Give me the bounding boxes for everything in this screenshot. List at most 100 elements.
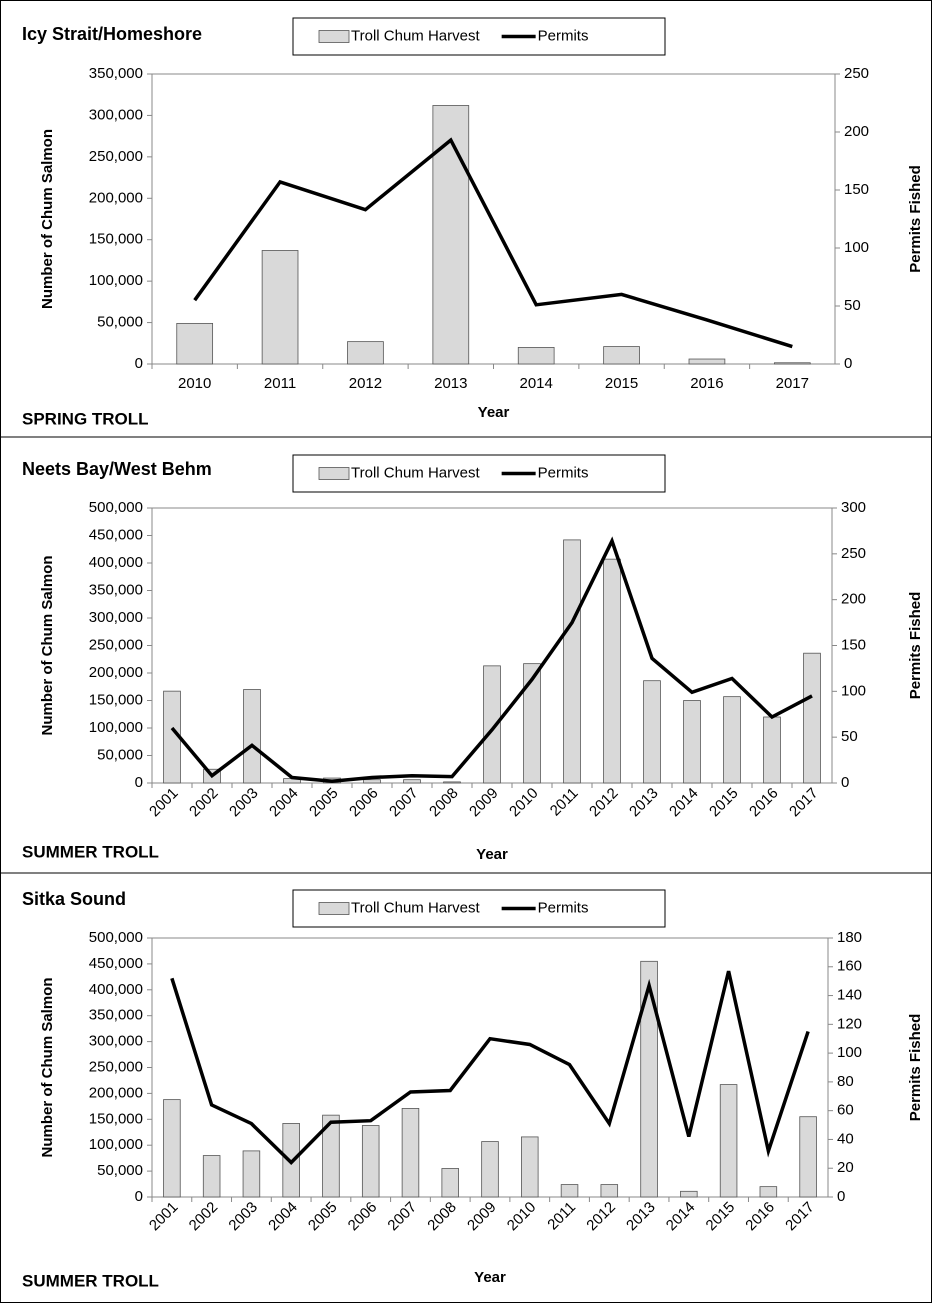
x-tick-label: 2014 [666,785,702,821]
bar [603,346,640,365]
footer-label: SPRING TROLL [22,409,149,428]
x-tick-label: 2011 [544,1199,579,1234]
x-tick-label: 2014 [520,375,553,392]
y2-tick-label: 250 [841,545,866,562]
y2-tick-label: 250 [844,65,869,82]
legend-box [292,17,666,56]
y2-tick-label: 200 [841,591,866,608]
legend-box [292,889,666,928]
y-tick-label: 350,000 [89,581,143,598]
x-tick-label: 2013 [623,1199,659,1235]
x-tick-label: 2002 [186,1199,222,1235]
bar [799,1116,817,1198]
chart-panel: Icy Strait/Homeshore SPRING TROLL 0 50,000 1… [22,17,924,428]
line-series [193,137,793,349]
y2-tick-label: 50 [841,728,858,745]
y2-tick-label: 120 [837,1015,862,1032]
y-tick-label: 50,000 [97,1162,143,1179]
y2-axis-title: Permits Fished [907,1014,924,1122]
y2-tick-label: 0 [837,1188,845,1205]
bar [763,716,781,784]
y-tick-label: 150,000 [89,1110,143,1127]
bar [521,1136,539,1198]
chart-panel: Sitka Sound SUMMER TROLL 0 50,000 100,000 150… [22,889,924,1291]
x-axis-title: Year [474,1269,506,1286]
x-tick-label: 2013 [434,375,467,392]
bar [600,1184,619,1198]
x-tick-label: 2010 [506,785,542,821]
legend-label: Troll Chum Harvest [351,464,480,481]
legend-swatch [318,30,350,43]
y2-tick-label: 50 [844,297,861,314]
y-tick-label: 300,000 [89,609,143,626]
bar [176,322,214,365]
x-tick-label: 2003 [226,785,262,821]
bar [361,1125,380,1198]
x-tick-label: 2010 [178,375,211,392]
x-tick-label: 2009 [466,785,502,821]
y2-tick-label: 180 [837,929,862,946]
y-tick-label: 450,000 [89,955,143,972]
y-tick-label: 350,000 [89,1007,143,1024]
x-tick-label: 2004 [265,1199,301,1235]
footer-label: SUMMER TROLL [22,1271,159,1290]
legend-label: Permits [538,464,589,481]
bar [640,960,658,1198]
x-tick-label: 2016 [746,785,782,821]
chart-title: Sitka Sound [22,889,126,909]
x-tick-label: 2012 [586,785,622,821]
bar [803,652,821,784]
x-tick-label: 2015 [703,1199,739,1235]
y2-tick-label: 20 [837,1159,854,1176]
bar [401,1108,420,1198]
y2-tick-label: 100 [841,682,866,699]
y-tick-label: 100,000 [89,719,143,736]
y-tick-label: 200,000 [89,189,143,206]
x-tick-label: 2005 [306,785,342,821]
y-tick-label: 200,000 [89,664,143,681]
bar [523,663,541,784]
y-tick-label: 100,000 [89,272,143,289]
y2-tick-label: 0 [844,355,852,372]
y2-tick-label: 0 [841,774,849,791]
x-tick-label: 2015 [706,785,742,821]
x-tick-label: 2016 [742,1199,778,1235]
x-axis-title: Year [478,404,510,421]
bar [242,1150,261,1198]
y2-tick-label: 60 [837,1102,854,1119]
bar [517,347,555,365]
y-tick-label: 150,000 [89,691,143,708]
chart-panel: Neets Bay/West Behm SUMMER TROLL 0 50,000 10… [22,454,924,863]
x-tick-label: 2008 [424,1199,460,1235]
y2-axis-title: Permits Fished [907,592,924,700]
bar [163,1099,181,1198]
bar [688,358,726,365]
y-tick-label: 50,000 [97,314,143,331]
bar [443,781,461,784]
bar [683,700,701,784]
y2-tick-label: 100 [837,1044,862,1061]
x-tick-label: 2007 [386,785,422,821]
bar [680,1190,698,1198]
bar [322,1114,340,1198]
x-tick-label: 2011 [547,785,582,820]
bar [603,558,621,784]
y2-tick-label: 300 [841,499,866,516]
y2-tick-label: 40 [837,1130,854,1147]
y-tick-label: 450,000 [89,526,143,543]
x-tick-label: 2017 [776,375,809,392]
y-tick-label: 50,000 [97,746,143,763]
y-tick-label: 150,000 [89,231,143,248]
bar [773,362,811,365]
y-axis-title: Number of Chum Salmon [39,129,56,309]
bar [719,1084,738,1198]
bar [563,539,581,784]
bar [560,1184,579,1198]
bar [261,250,299,365]
legend-swatch [318,467,350,480]
legend-box [292,454,666,493]
x-tick-label: 2008 [426,785,462,821]
y-tick-label: 250,000 [89,1058,143,1075]
y-tick-label: 400,000 [89,554,143,571]
bar [363,779,381,784]
